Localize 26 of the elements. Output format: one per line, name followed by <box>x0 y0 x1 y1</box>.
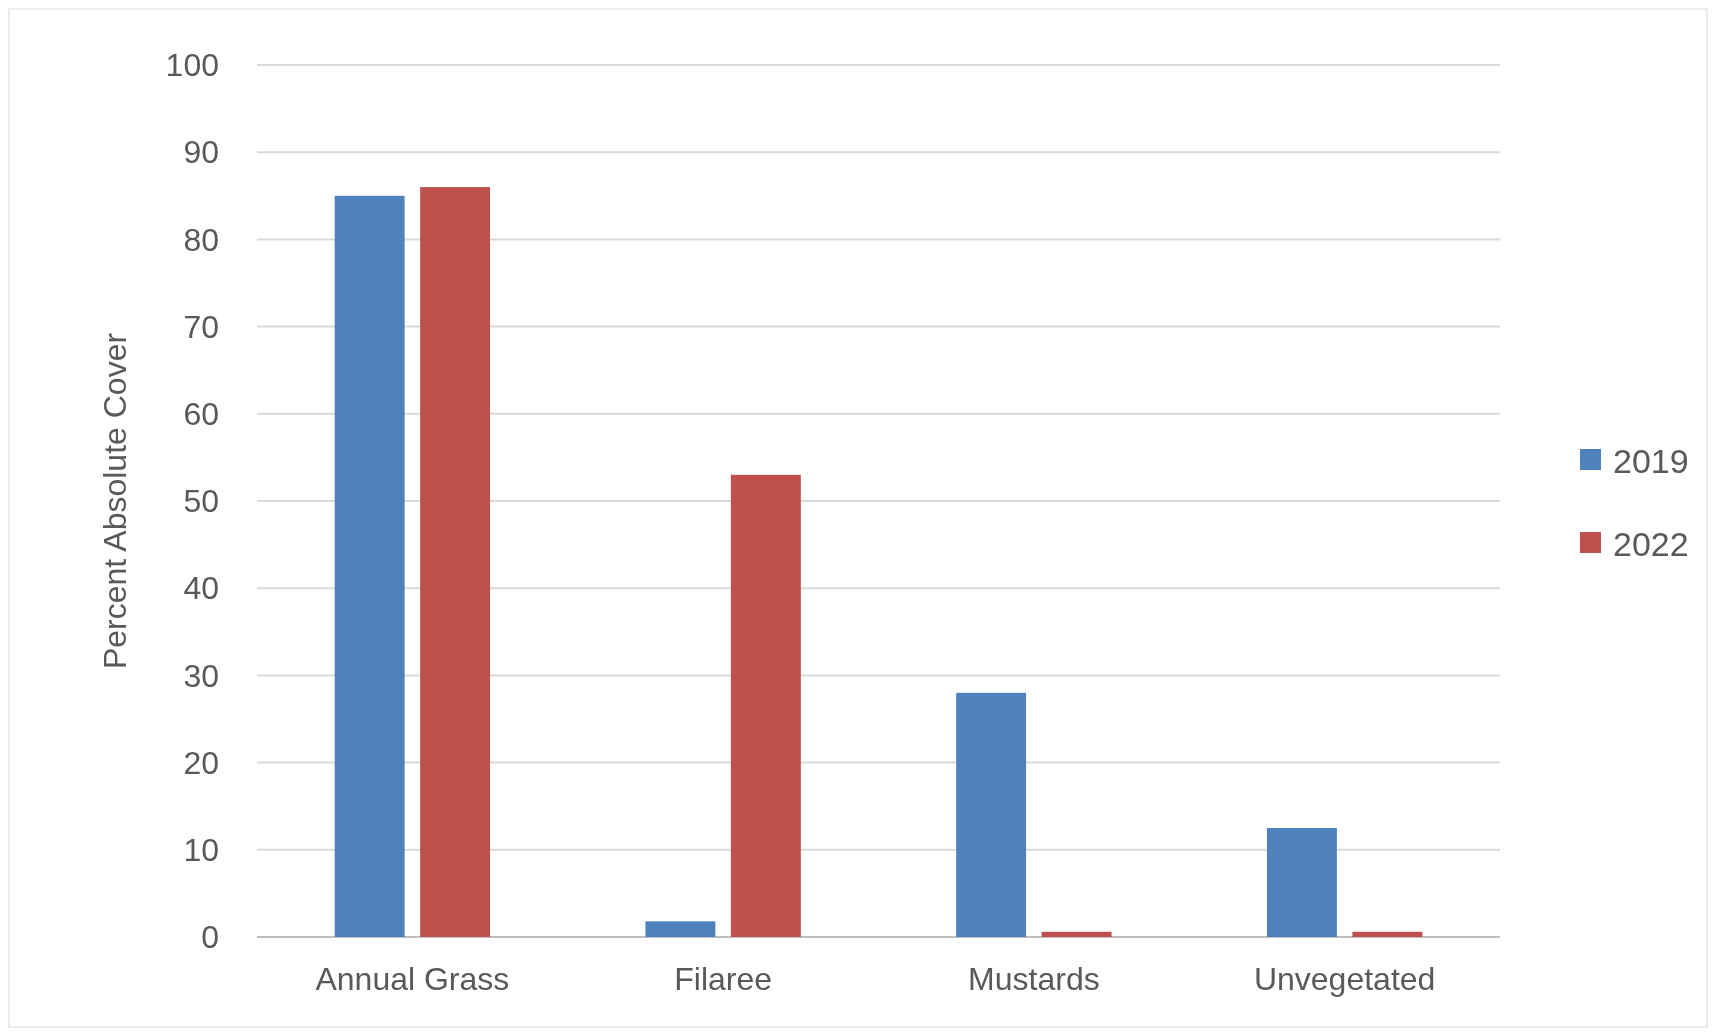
y-tick-label: 30 <box>183 657 219 694</box>
bar <box>956 692 1027 937</box>
x-tick-label: Unvegetated <box>1253 961 1436 997</box>
y-tick-label: 10 <box>183 832 219 868</box>
x-tick-label: Annual Grass <box>315 961 510 997</box>
y-tick-label: 70 <box>183 308 219 345</box>
x-tick-label: Mustards <box>968 961 1100 997</box>
y-tick-label: 60 <box>183 396 219 432</box>
bar <box>1041 931 1112 937</box>
y-tick-label: 80 <box>183 221 219 258</box>
bar <box>730 474 801 937</box>
y-tick-label: 50 <box>183 483 219 520</box>
y-tick-label: 90 <box>183 134 219 171</box>
bar <box>420 187 491 937</box>
bar <box>334 195 405 937</box>
legend-label: 2019 <box>1613 441 1689 480</box>
y-tick-label: 40 <box>183 570 219 607</box>
y-tick-label: 20 <box>183 744 219 781</box>
bar <box>645 921 716 937</box>
x-tick-label: Filaree <box>674 961 773 997</box>
y-axis-title: Percent Absolute Cover <box>97 332 133 670</box>
bar <box>1266 828 1337 937</box>
y-tick-label: 100 <box>165 47 219 84</box>
bar <box>1352 931 1423 937</box>
y-tick-label: 0 <box>201 919 219 956</box>
legend-label: 2022 <box>1613 524 1689 563</box>
